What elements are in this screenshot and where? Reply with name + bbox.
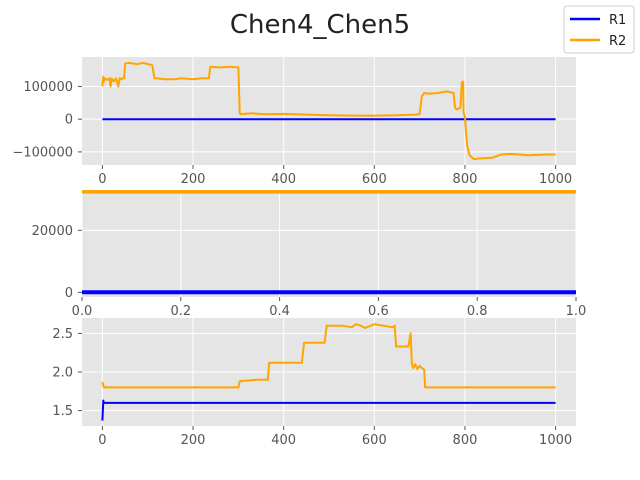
- legend: R1 R2: [563, 5, 635, 54]
- legend-label-r2: R2: [609, 34, 626, 49]
- x-tick-label: 1000: [539, 433, 572, 448]
- x-tick-label: 0.4: [269, 304, 290, 319]
- y-tick-label: 20000: [32, 224, 73, 239]
- x-tick-label: 0.8: [467, 304, 488, 319]
- y-tick-label: 100000: [23, 80, 73, 95]
- x-tick-label: 400: [271, 172, 296, 187]
- y-tick-label: 0: [65, 286, 73, 301]
- y-tick-label: −100000: [12, 145, 73, 160]
- series-line-r2: [101, 323, 556, 389]
- panel-1: 0 200 400 600 800 1000 −100000 0 100000: [12, 57, 576, 187]
- x-tick-label: 0: [98, 433, 106, 448]
- x-tick-label: 0: [98, 172, 106, 187]
- legend-label-r1: R1: [609, 13, 626, 28]
- x-tick-label: 400: [271, 433, 296, 448]
- panel-3: 0 200 400 600 800 1000 1.5 2.0 2.5: [52, 318, 576, 448]
- x-tick-label: 200: [181, 433, 206, 448]
- x-tick-label: 600: [362, 433, 387, 448]
- plot-area: [82, 57, 576, 165]
- x-tick-label: 0.0: [72, 304, 93, 319]
- x-tick-label: 1000: [539, 172, 572, 187]
- panel-2: 0.0 0.2 0.4 0.6 0.8 1.0 0 20000: [32, 190, 587, 319]
- y-tick-label: 2.5: [52, 327, 73, 342]
- y-tick-label: 2.0: [52, 366, 73, 381]
- series-line-r2: [101, 61, 556, 161]
- x-tick-label: 1.0: [566, 304, 587, 319]
- x-tick-label: 600: [362, 172, 387, 187]
- figure-title: Chen4_Chen5: [230, 10, 410, 40]
- plot-area: [82, 190, 576, 297]
- y-tick-label: 1.5: [52, 404, 73, 419]
- y-tick-label: 0: [65, 113, 73, 128]
- x-tick-label: 800: [453, 172, 478, 187]
- x-tick-label: 200: [181, 172, 206, 187]
- x-tick-label: 0.2: [170, 304, 191, 319]
- x-tick-label: 800: [453, 433, 478, 448]
- x-tick-label: 0.6: [368, 304, 389, 319]
- series-line-r1: [101, 399, 556, 421]
